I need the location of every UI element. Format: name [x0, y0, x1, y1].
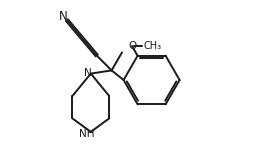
Text: O: O — [129, 41, 137, 51]
Text: NH: NH — [79, 129, 95, 139]
Text: N: N — [59, 9, 68, 23]
Text: N: N — [84, 68, 92, 78]
Text: CH₃: CH₃ — [143, 41, 161, 51]
